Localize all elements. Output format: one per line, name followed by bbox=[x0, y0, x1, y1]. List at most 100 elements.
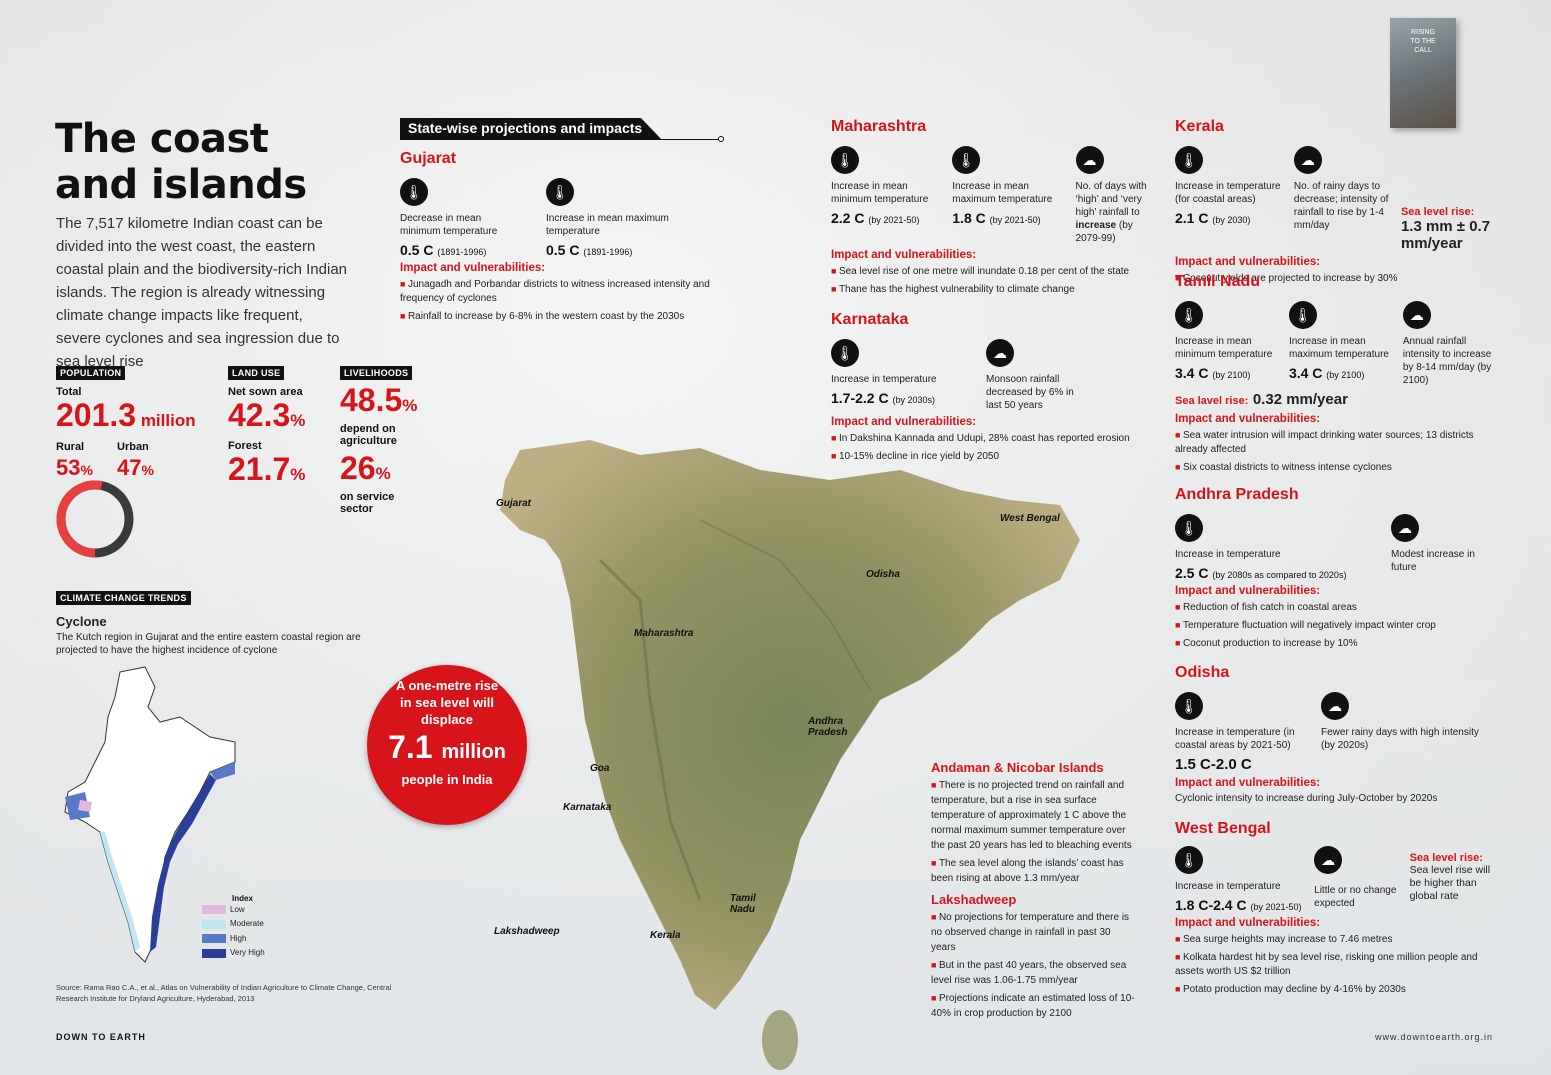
map-label-goa: Goa bbox=[590, 763, 610, 774]
karnataka-rain: Monsoon rainfall decreased by 6% in last… bbox=[986, 374, 1074, 411]
urban-label: Urban bbox=[117, 441, 149, 453]
gujarat-impact-1: Junagadh and Porbandar districts to witn… bbox=[400, 277, 730, 306]
maharashtra-stat-2-desc: Increase in mean maximum temperature bbox=[952, 181, 1053, 205]
thermometer-icon: 🌡 bbox=[546, 178, 574, 206]
odisha-stat-desc: Increase in temperature (in coastal area… bbox=[1175, 727, 1295, 751]
andhra-block: Andhra Pradesh 🌡 Increase in temperature… bbox=[1175, 486, 1495, 651]
bubble-number: 7.1 million bbox=[388, 729, 506, 765]
west-bengal-block: West Bengal 🌡 Increase in temperature 1.… bbox=[1175, 820, 1495, 997]
odisha-impact-heading: Impact and vulnerabilities: bbox=[1175, 777, 1321, 789]
net-sown-label: Net sown area bbox=[228, 386, 303, 398]
tamil-nadu-stat-2-value: 3.4 C (by 2100) bbox=[1288, 365, 1365, 381]
book-cover: RISING TO THE CALL bbox=[1390, 18, 1456, 128]
tamil-nadu-sea-level: Sea lavel rise: 0.32 mm/year bbox=[1175, 391, 1348, 408]
gujarat-title: Gujarat bbox=[400, 150, 457, 167]
map-label-gujarat: Gujarat bbox=[496, 498, 532, 509]
maharashtra-impact-1: Sea level rise of one metre will inundat… bbox=[831, 264, 1151, 279]
odisha-block: Odisha 🌡 Increase in temperature (in coa… bbox=[1175, 664, 1495, 805]
kerala-title: Kerala bbox=[1175, 118, 1224, 135]
climate-trends-block: CLIMATE CHANGE TRENDS Cyclone The Kutch … bbox=[56, 588, 376, 657]
andaman-impact-2: The sea level along the islands’ coast h… bbox=[931, 856, 1136, 886]
maharashtra-title: Maharashtra bbox=[831, 118, 927, 135]
map-label-kerala: Kerala bbox=[650, 930, 681, 941]
map-legend: Index Low Moderate High Very High bbox=[202, 894, 265, 958]
karnataka-title: Karnataka bbox=[831, 311, 909, 328]
west-bengal-title: West Bengal bbox=[1175, 820, 1271, 837]
kerala-impact-heading: Impact and vulnerabilities: bbox=[1175, 256, 1321, 268]
kerala-sea-value: 1.3 mm ± 0.7 mm/year bbox=[1400, 218, 1491, 252]
andaman-title: Andaman & Nicobar Islands bbox=[931, 760, 1104, 775]
map-label-tamil-nadu: Tamil Nadu bbox=[730, 893, 756, 915]
kerala-block: Kerala 🌡 Increase in temperature (for co… bbox=[1175, 118, 1495, 286]
karnataka-impact-2: 10-15% decline in rice yield by 2050 bbox=[831, 449, 1151, 464]
source-note: Source: Rama Rao C.A., et al., Atlas on … bbox=[56, 983, 392, 1003]
page-title: The coast and islands bbox=[55, 116, 307, 208]
rain-cloud-icon: ☁ bbox=[1293, 146, 1322, 174]
andhra-stat-desc: Increase in temperature bbox=[1175, 549, 1281, 560]
land-use-tag: LAND USE bbox=[228, 366, 285, 380]
gujarat-stat-2-desc: Increase in mean maximum temperature bbox=[546, 213, 669, 237]
thermometer-icon: 🌡 bbox=[1175, 301, 1203, 329]
karnataka-stat-value: 1.7-2.2 C (by 2030s) bbox=[831, 390, 936, 406]
donut-rural-arc bbox=[56, 480, 134, 558]
kerala-sea-label: Sea level rise: bbox=[1400, 206, 1475, 218]
andhra-impact-1: Reduction of fish catch in coastal areas bbox=[1175, 600, 1495, 615]
lakshadweep-impact-3: Projections indicate an estimated loss o… bbox=[931, 991, 1136, 1021]
rain-cloud-icon: ☁ bbox=[1314, 846, 1343, 874]
thermometer-icon: 🌡 bbox=[1288, 301, 1317, 329]
lakshadweep-impact-1: No projections for temperature and there… bbox=[931, 910, 1136, 955]
odisha-stat-value: 1.5 C-2.0 C bbox=[1175, 756, 1252, 773]
odisha-impact-text: Cyclonic intensity to increase during Ju… bbox=[1175, 793, 1438, 804]
cyclone-heading: Cyclone bbox=[56, 614, 107, 629]
tamil-nadu-impact-heading: Impact and vulnerabilities: bbox=[1175, 413, 1321, 425]
sea-level-bubble: A one-metre rise in sea level will displ… bbox=[367, 665, 527, 825]
west-bengal-stat-desc: Increase in temperature bbox=[1175, 881, 1281, 892]
map-label-maharashtra: Maharashtra bbox=[634, 628, 694, 639]
intro-text: The 7,517 kilometre Indian coast can be … bbox=[56, 215, 347, 370]
gujarat-impact-heading: Impact and vulnerabilities: bbox=[400, 262, 546, 274]
rain-cloud-icon: ☁ bbox=[1402, 301, 1431, 329]
population-donut bbox=[56, 480, 134, 558]
west-bengal-stat-value: 1.8 C-2.4 C (by 2021-50) bbox=[1175, 897, 1302, 913]
thermometer-icon: 🌡 bbox=[1175, 846, 1203, 874]
legend-title: Index bbox=[232, 894, 253, 903]
tamil-nadu-title: Tamil Nadu bbox=[1175, 273, 1261, 290]
population-block: POPULATION Total 201.3 million bbox=[56, 363, 196, 438]
thermometer-icon: 🌡 bbox=[1175, 146, 1203, 174]
gujarat-stat-1-value: 0.5 C (1891-1996) bbox=[400, 242, 487, 258]
karnataka-impact-heading: Impact and vulnerabilities: bbox=[831, 416, 977, 428]
tamil-nadu-stat-1-desc: Increase in mean minimum temperature bbox=[1175, 336, 1273, 360]
maharashtra-stat-1-desc: Increase in mean minimum temperature bbox=[831, 181, 929, 205]
tamil-nadu-block: Tamil Nadu 🌡 Increase in mean minimum te… bbox=[1175, 273, 1495, 475]
rain-cloud-icon: ☁ bbox=[986, 339, 1014, 367]
map-label-west-bengal: West Bengal bbox=[1000, 513, 1060, 524]
andhra-impact-3: Coconut production to increase by 10% bbox=[1175, 636, 1495, 651]
livelihoods-tag: LIVELIHOODS bbox=[340, 366, 413, 380]
andaman-block: Andaman & Nicobar Islands There is no pr… bbox=[931, 760, 1136, 1021]
west-bengal-impact-3: Potato production may decline by 4-16% b… bbox=[1175, 982, 1495, 997]
gujarat-impact-2: Rainfall to increase by 6-8% in the west… bbox=[400, 309, 730, 324]
title-line-1: The coast bbox=[55, 116, 269, 162]
andhra-rain: Modest increase in future bbox=[1391, 549, 1475, 573]
west-bengal-impact-heading: Impact and vulnerabilities: bbox=[1175, 917, 1321, 929]
thermometer-icon: 🌡 bbox=[831, 146, 859, 174]
section-heading-rule bbox=[660, 139, 720, 140]
west-bengal-impact-2: Kolkata hardest hit by sea level rise, r… bbox=[1175, 950, 1495, 979]
livelihoods-block: LIVELIHOODS 48.5% depend on agriculture … bbox=[340, 363, 430, 515]
tamil-nadu-impact-1: Sea water intrusion will impact drinking… bbox=[1175, 428, 1495, 457]
service-value: 26% bbox=[340, 450, 391, 486]
cyclone-risk-map bbox=[64, 666, 236, 963]
thermometer-icon: 🌡 bbox=[831, 339, 859, 367]
footer-url[interactable]: www.downtoearth.org.in bbox=[1375, 1032, 1494, 1042]
gujarat-stat-2-value: 0.5 C (1891-1996) bbox=[546, 242, 633, 258]
population-total-label: Total bbox=[56, 386, 82, 398]
andhra-title: Andhra Pradesh bbox=[1175, 486, 1299, 503]
title-line-2: and islands bbox=[55, 162, 307, 208]
maharashtra-impact-heading: Impact and vulnerabilities: bbox=[831, 249, 977, 261]
lakshadweep-impact-2: But in the past 40 years, the observed s… bbox=[931, 958, 1136, 988]
kerala-rain: No. of rainy days to decrease; intensity… bbox=[1293, 181, 1389, 231]
section-heading: State-wise projections and impacts bbox=[400, 118, 662, 140]
andaman-impact-1: There is no projected trend on rainfall … bbox=[931, 778, 1136, 853]
rural-value: 53% bbox=[56, 455, 93, 480]
tamil-nadu-stat-2-desc: Increase in mean maximum temperature bbox=[1288, 336, 1389, 360]
